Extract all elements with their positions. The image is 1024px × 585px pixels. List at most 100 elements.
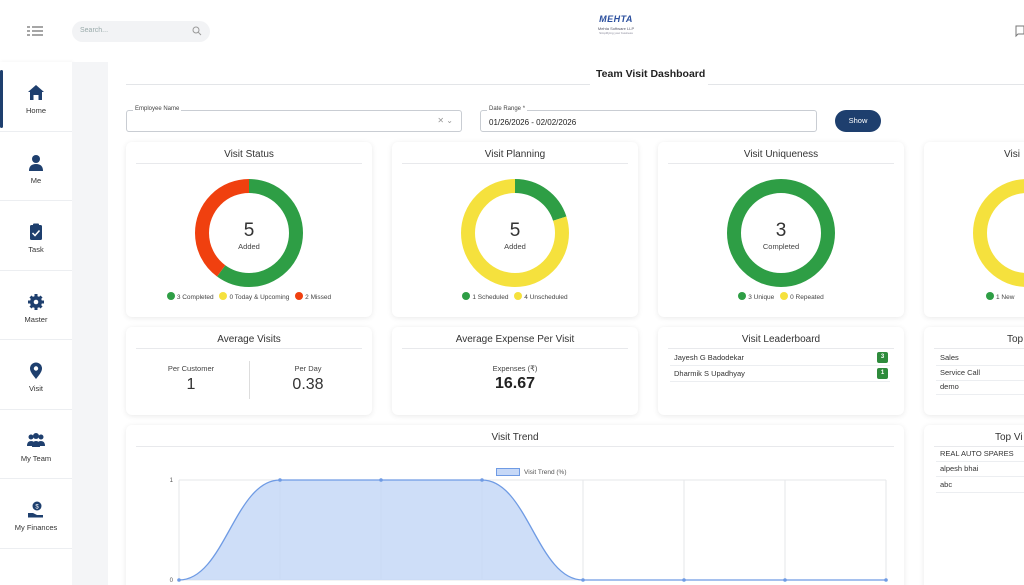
leaderboard-row[interactable]: Jayesh G Badodekar 3: [670, 351, 890, 366]
sidebar-item-label: Me: [30, 175, 42, 185]
chart-legend[interactable]: Visit Trend (%): [496, 468, 567, 476]
donut-segment[interactable]: [461, 179, 569, 287]
chat-icon[interactable]: [1014, 24, 1024, 38]
list-item[interactable]: REAL AUTO SPARES: [936, 447, 1024, 462]
sidebar-item-me[interactable]: Me: [0, 132, 72, 201]
stat-value: 1: [186, 376, 196, 393]
legend-item: 2 Missed: [295, 292, 331, 301]
card-title: Visi: [1004, 149, 1020, 160]
employee-name-select[interactable]: Employee Name ✕ ⌄: [126, 106, 462, 132]
show-button[interactable]: Show: [835, 110, 881, 132]
visit-partial-donut: [973, 179, 1024, 287]
donut-center-value: 5: [510, 220, 521, 241]
card-title: Visit Status: [224, 149, 274, 160]
list-item[interactable]: Sales: [936, 351, 1024, 366]
stat-value: 0.38: [292, 376, 324, 393]
visit-leaderboard-card: Visit Leaderboard Jayesh G Badodekar 3 D…: [658, 327, 904, 415]
y-tick-label: 0: [170, 578, 174, 584]
legend-item: 3 Unique: [738, 292, 774, 301]
legend-dot: [166, 292, 175, 300]
main-content: Team Visit Dashboard Employee Name ✕ ⌄ D…: [108, 62, 1024, 585]
sidebar-item-label: Home: [25, 106, 46, 115]
average-expense-card: Average Expense Per Visit Expenses (₹) 1…: [392, 327, 638, 415]
list-item[interactable]: Service Call: [936, 366, 1024, 381]
legend-item: 3 Completed: [166, 292, 214, 301]
donut-center-label: Completed: [763, 242, 799, 251]
list-item[interactable]: demo: [936, 380, 1024, 395]
logo-text: MEHTA: [599, 14, 633, 24]
page-gutter: [72, 62, 108, 585]
sidebar-item-home[interactable]: Home: [0, 62, 72, 132]
visit-status-card: Visit Status 5 Added 3 Completed 0 Today …: [126, 142, 372, 317]
donut-segment[interactable]: [195, 179, 303, 287]
legend-item: 1 Scheduled: [462, 292, 508, 301]
search-input[interactable]: Search...: [72, 21, 210, 42]
donut-segment[interactable]: [973, 179, 1024, 287]
sidebar-item-task[interactable]: Task: [0, 201, 72, 271]
stat-label: Per Day: [294, 364, 322, 373]
donut-center-value: 5: [244, 220, 255, 241]
sidebar-item-master[interactable]: Master: [0, 271, 72, 340]
sidebar-item-visit[interactable]: Visit: [0, 340, 72, 410]
trend-point[interactable]: [884, 578, 888, 582]
divider: [136, 446, 894, 447]
legend-swatch: [496, 468, 520, 476]
sidebar-item-my-team[interactable]: My Team: [0, 410, 72, 479]
trend-point[interactable]: [278, 478, 282, 482]
clear-icon[interactable]: ✕ ⌄: [437, 116, 453, 125]
menu-icon[interactable]: [27, 25, 43, 37]
visit-partial-legend: 1 New: [984, 292, 1024, 301]
legend-label: Visit Trend (%): [524, 469, 567, 476]
legend-item: 1 New: [986, 292, 1014, 301]
logo-subtitle: Mehta Software LLP: [597, 26, 635, 31]
visit-count-badge: 1: [877, 368, 888, 379]
date-range-field[interactable]: Date Range * 01/26/2026 - 02/02/2026: [480, 106, 817, 132]
sidebar-item-my-finances[interactable]: $ My Finances: [0, 479, 72, 549]
stat-label: Per Customer: [167, 364, 215, 373]
divider: [668, 163, 894, 164]
employee-name: Jayesh G Badodekar: [674, 353, 745, 362]
legend-dot: [738, 292, 747, 300]
card-title: Visit Planning: [484, 149, 546, 160]
sidebar-item-label: My Finances: [14, 523, 58, 532]
trend-point[interactable]: [480, 478, 484, 482]
trend-point[interactable]: [783, 578, 787, 582]
divider: [934, 348, 1024, 349]
divider: [934, 446, 1024, 447]
legend-dot: [780, 292, 789, 300]
list-item[interactable]: abc: [936, 478, 1024, 493]
y-tick-label: 1: [170, 478, 174, 484]
divider: [126, 84, 590, 85]
visit-uniqueness-legend: 3 Unique 0 Repeated: [658, 292, 904, 301]
clipboard-check-icon: [30, 223, 42, 240]
legend-dot: [462, 292, 471, 300]
trend-point[interactable]: [682, 578, 686, 582]
top-visits-partial-card: Top Vi REAL AUTO SPARES alpesh bhai abc: [924, 425, 1024, 585]
card-title: Visit Uniqueness: [743, 149, 819, 160]
per-customer-stat: Per Customer 1: [131, 364, 251, 394]
visit-count-badge: 3: [877, 352, 888, 363]
sidebar-item-label: Visit: [28, 384, 44, 393]
sidebar-item-label: Task: [28, 245, 44, 254]
card-title: Top Vi: [995, 432, 1023, 443]
visit-planning-legend: 1 Scheduled 4 Unscheduled: [392, 292, 638, 301]
logo-tagline: Simplifying your business: [599, 31, 633, 35]
leaderboard-row[interactable]: Dharmik S Upadhyay 1: [670, 367, 890, 382]
card-title: Top: [1007, 334, 1024, 345]
donut-segment[interactable]: [727, 179, 835, 287]
trend-point[interactable]: [581, 578, 585, 582]
sidebar-item-label: My Team: [20, 453, 52, 463]
legend-item: 4 Unscheduled: [514, 292, 568, 301]
search-placeholder: Search...: [80, 27, 109, 34]
card-title: Average Expense Per Visit: [455, 334, 575, 345]
trend-point[interactable]: [177, 578, 181, 582]
page-title: Team Visit Dashboard: [596, 68, 706, 80]
expense-value: 16.67: [494, 375, 536, 392]
date-range-value: 01/26/2026 - 02/02/2026: [489, 118, 577, 127]
list-item[interactable]: alpesh bhai: [936, 462, 1024, 477]
trend-point[interactable]: [379, 478, 383, 482]
employee-name: Dharmik S Upadhyay: [674, 369, 745, 378]
